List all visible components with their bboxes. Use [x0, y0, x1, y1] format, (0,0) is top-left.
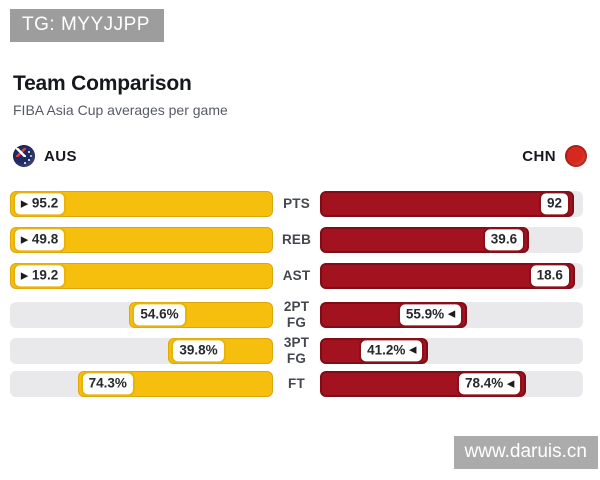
stat-row: ▶ 49.8 REB 39.6	[10, 227, 583, 253]
aus-value-badge: ▶ 49.8	[13, 227, 67, 253]
team-aus-label: AUS	[44, 147, 77, 165]
team-aus: AUS	[13, 145, 77, 167]
aus-bar-track: ▶ 19.2	[10, 263, 273, 289]
aus-value-badge: 74.3%	[80, 371, 135, 397]
stat-row: ▶ 19.2 AST 18.6	[10, 263, 583, 289]
chn-value: 41.2%	[367, 341, 406, 357]
chn-value-badge: 39.6	[482, 227, 526, 253]
aus-value: 19.2	[31, 267, 59, 283]
leader-arrow-icon: ◀	[448, 308, 456, 319]
chn-bar-track: 41.2% ◀	[320, 337, 583, 364]
chn-value-badge: 18.6	[528, 263, 571, 289]
stat-label: AST	[282, 268, 311, 284]
stat-row: ▶ 95.2 PTS 92	[10, 191, 583, 217]
leader-arrow-icon: ◀	[507, 378, 515, 388]
aus-value: 95.2	[31, 195, 59, 211]
stat-row: 74.3% FT 78.4% ◀	[10, 371, 583, 397]
stat-label: 2PT FG	[283, 299, 310, 330]
aus-value: 39.8%	[179, 341, 218, 357]
team-chn: CHN	[522, 145, 587, 167]
chn-bar-track: 78.4% ◀	[320, 371, 583, 397]
aus-bar-track: 74.3%	[10, 371, 273, 397]
aus-bar-track: 54.6%	[10, 301, 273, 328]
aus-bar-track: ▶ 49.8	[10, 227, 273, 253]
aus-bar-fill: ▶ 49.8	[10, 227, 273, 253]
chn-value: 92	[547, 195, 563, 211]
chn-bar-fill: 39.6	[320, 227, 530, 253]
chn-value: 78.4%	[464, 375, 504, 391]
telegram-tag-badge: TG: MYYJJPP	[10, 9, 164, 42]
watermark: www.daruis.cn	[453, 436, 598, 469]
china-flag-icon	[565, 145, 587, 167]
page-subtitle: FIBA Asia Cup averages per game	[13, 102, 228, 118]
leader-arrow-icon: ▶	[21, 234, 28, 244]
chn-value: 39.6	[490, 231, 518, 247]
australia-flag-icon	[13, 145, 35, 167]
aus-value: 49.8	[31, 231, 59, 247]
stat-row: 54.6% 2PT FG 55.9% ◀	[10, 299, 583, 330]
chn-bar-fill: 18.6	[320, 263, 575, 289]
chn-value-badge: 55.9% ◀	[397, 301, 464, 328]
aus-bar-fill: 39.8%	[168, 337, 273, 364]
aus-bar-fill: ▶ 95.2	[10, 191, 273, 217]
chn-bar-track: 39.6	[320, 227, 583, 253]
chn-value-badge: 78.4% ◀	[456, 371, 523, 397]
team-legend: AUS CHN	[13, 143, 587, 169]
aus-value-badge: ▶ 95.2	[13, 191, 67, 217]
aus-value: 74.3%	[88, 375, 127, 391]
stat-row: 39.8% 3PT FG 41.2% ◀	[10, 335, 583, 366]
chn-value: 18.6	[536, 267, 563, 283]
stat-label: REB	[281, 232, 312, 248]
aus-value-badge: 54.6%	[132, 301, 187, 328]
leader-arrow-icon: ▶	[21, 198, 28, 208]
team-chn-label: CHN	[522, 147, 556, 165]
aus-value-badge: 39.8%	[171, 337, 226, 364]
chn-bar-fill: 92	[320, 191, 575, 217]
chart-header: Team Comparison FIBA Asia Cup averages p…	[13, 72, 228, 118]
aus-bar-track: ▶ 95.2	[10, 191, 273, 217]
stat-label: 3PT FG	[283, 335, 310, 366]
chn-bar-track: 55.9% ◀	[320, 301, 583, 328]
stat-label: PTS	[283, 196, 310, 212]
comparison-rows: ▶ 95.2 PTS 92 ▶ 49.8 REB 39.6 ▶ 19.2 AST 18.6 54.6% 2…	[10, 191, 583, 407]
aus-value: 54.6%	[140, 305, 179, 321]
stat-label: FT	[288, 376, 305, 392]
chn-bar-track: 92	[320, 191, 583, 217]
chn-value: 55.9%	[405, 305, 445, 321]
chn-bar-fill: 55.9% ◀	[320, 301, 468, 328]
chn-value-badge: 92	[539, 191, 571, 217]
leader-arrow-icon: ◀	[409, 344, 417, 355]
leader-arrow-icon: ▶	[21, 270, 28, 280]
chn-bar-fill: 78.4% ◀	[320, 371, 527, 397]
page-title: Team Comparison	[13, 72, 192, 95]
chn-bar-fill: 41.2% ◀	[320, 337, 429, 364]
aus-bar-fill: 54.6%	[129, 301, 273, 328]
chn-value-badge: 41.2% ◀	[359, 337, 425, 364]
aus-bar-fill: 74.3%	[77, 371, 273, 397]
aus-value-badge: ▶ 19.2	[13, 263, 67, 289]
aus-bar-fill: ▶ 19.2	[10, 263, 273, 289]
chn-bar-track: 18.6	[320, 263, 583, 289]
aus-bar-track: 39.8%	[10, 337, 273, 364]
